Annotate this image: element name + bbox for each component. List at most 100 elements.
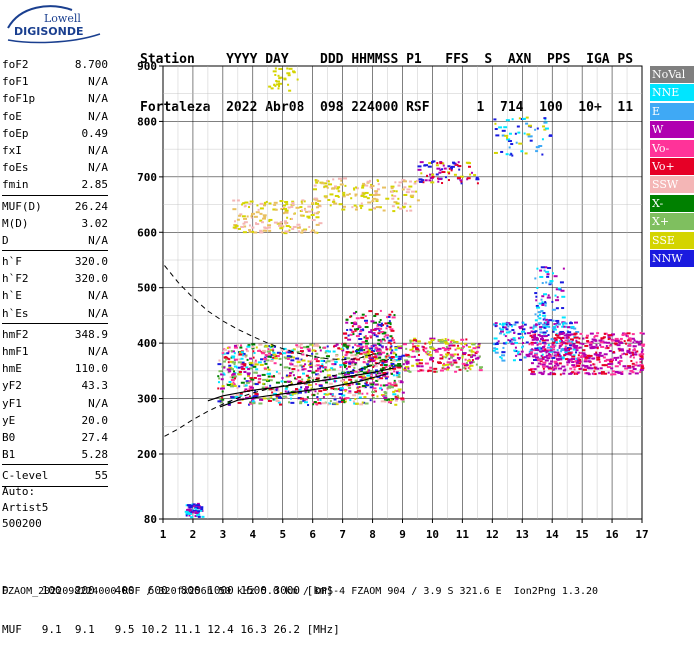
echo-point [553,368,556,371]
echo-point [221,390,224,393]
echo-point [436,349,439,352]
echo-point [361,191,365,194]
echo-point [536,267,539,270]
echo-point [361,184,365,187]
echo-point [555,362,559,365]
echo-point [551,343,554,346]
echo-point [248,206,251,209]
echo-point [221,385,225,388]
echo-point [371,332,376,335]
echo-point [534,313,537,316]
echo-point [351,325,354,328]
echo-point [477,343,481,346]
echo-point [429,173,432,176]
echo-point [544,266,548,269]
echo-point [619,360,622,363]
echo-point [461,354,464,357]
echo-point [460,338,465,341]
echo-point [287,351,292,354]
echo-point [217,363,222,366]
echo-point [405,366,410,369]
echo-point [344,357,347,360]
echo-point [184,510,189,513]
echo-point [518,358,522,361]
echo-point [324,381,328,384]
echo-point [552,328,557,331]
echo-point [257,381,261,384]
echo-point [467,162,472,165]
echo-point [369,382,373,385]
echo-point [581,352,586,355]
echo-point [251,346,255,349]
echo-point [585,336,589,339]
echo-point [194,512,199,515]
echo-point [571,325,575,328]
echo-point [460,348,464,351]
echo-point [301,229,305,232]
echo-point [478,355,481,358]
echo-point [571,371,575,374]
echo-point [315,223,320,226]
echo-point [557,353,560,356]
echo-point [254,363,259,366]
echo-point [284,222,287,225]
echo-point [287,206,291,209]
echo-point [327,402,331,405]
echo-point [360,202,363,205]
echo-point [273,203,277,206]
echo-point [545,270,550,273]
echo-point [520,350,524,353]
echo-point [248,385,253,388]
echo-point [301,353,305,356]
echo-point [459,175,464,178]
echo-point [323,366,327,369]
echo-point [593,370,596,373]
echo-point [540,298,543,301]
echo-point [303,388,308,391]
echo-point [530,135,533,138]
echo-point [305,374,309,377]
echo-point [300,386,303,389]
echo-point [391,339,395,342]
echo-point [609,360,614,363]
echo-point [533,336,538,339]
x-tick-label: 17 [635,528,648,541]
echo-point [556,296,559,299]
echo-point [402,180,407,183]
echo-point [301,209,304,212]
echo-point [555,333,558,336]
echo-point [392,393,397,396]
echo-point [402,368,407,371]
echo-point [391,359,396,362]
echo-point [428,162,432,165]
echo-point [632,345,637,348]
echo-point [347,376,351,379]
echo-point [572,348,577,351]
echo-point [419,359,424,362]
echo-point [531,373,536,376]
param-label: hmF2 [2,327,29,341]
echo-point [410,196,414,199]
echo-point [374,190,379,193]
echo-point [547,334,550,337]
echo-point [386,398,390,401]
echo-point [263,204,267,207]
echo-point [543,128,547,131]
echo-point [291,349,295,352]
echo-point [543,356,548,359]
echo-point [623,333,626,336]
echo-point [223,348,227,351]
echo-point [418,362,423,365]
echo-point [517,337,521,340]
echo-point [623,340,626,343]
echo-point [587,357,591,360]
echo-point [325,355,330,358]
echo-point [383,335,386,338]
echo-point [388,326,392,329]
echo-point [492,342,495,345]
param-label: h`F2 [2,272,29,286]
param-label: yF1 [2,396,22,410]
echo-point [448,172,451,175]
echo-point [352,187,355,190]
param-value: N/A [88,306,108,320]
